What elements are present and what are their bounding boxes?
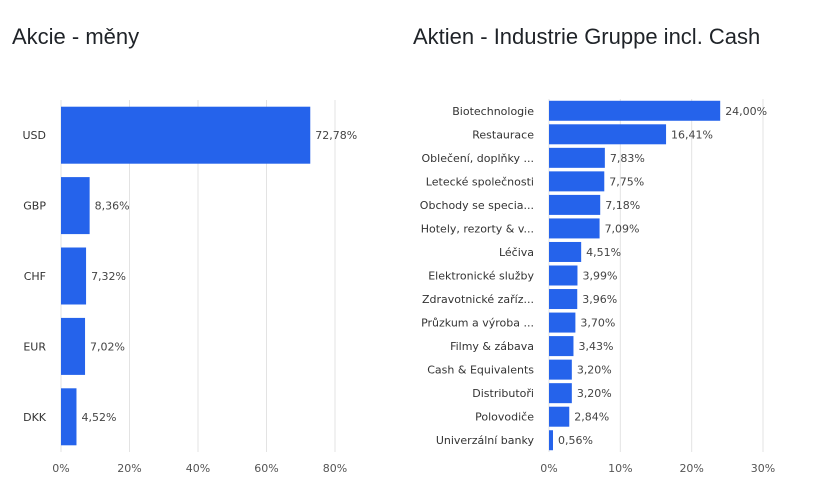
industry-value-label: 3,99% [582,270,617,283]
industry-bar [549,406,570,427]
industry-x-tick-label: 30% [751,462,775,475]
currency-x-tick-label: 20% [117,462,141,475]
currency-x-tick-label: 0% [52,462,69,475]
industry-value-label: 3,20% [577,387,612,400]
currency-category-label: CHF [24,270,46,283]
industry-bar [549,194,601,215]
industry-x-tick-label: 20% [679,462,703,475]
industry-value-label: 3,43% [578,340,613,353]
industry-value-label: 3,70% [580,317,615,330]
industry-bar [549,147,605,168]
industry-value-label: 3,20% [577,364,612,377]
chart-title-industry: Aktien - Industrie Gruppe incl. Cash [413,24,761,49]
industry-bar [549,218,600,239]
currency-value-label: 7,32% [91,270,126,283]
currency-bar [61,317,86,375]
industry-bar [549,124,667,145]
industry-category-label: Elektronické služby [428,270,534,283]
industry-value-label: 0,56% [558,434,593,447]
industry-category-label: Distributoři [472,387,534,400]
currency-value-label: 4,52% [81,411,116,424]
currency-category-label: EUR [23,340,46,353]
industry-category-label: Zdravotnické zaříz... [422,293,534,306]
industry-bar [549,359,572,380]
currency-x-tick-label: 60% [254,462,278,475]
industry-category-label: Průzkum a výroba ... [421,317,534,330]
industry-bar [549,171,605,192]
currency-x-tick-label: 40% [186,462,210,475]
currency-value-label: 8,36% [95,200,130,213]
industry-bar [549,241,582,262]
currency-x-tick-label: 80% [323,462,347,475]
industry-value-label: 4,51% [586,246,621,259]
currency-category-label: GBP [23,200,46,213]
currency-bar [61,247,87,305]
currency-category-label: USD [22,129,46,142]
industry-value-label: 7,18% [605,199,640,212]
industry-x-tick-label: 10% [608,462,632,475]
currency-category-label: DKK [23,411,47,424]
industry-bar [549,265,578,286]
currency-bar [61,177,90,235]
industry-value-label: 24,00% [725,105,767,118]
currency-bar [61,106,311,164]
industry-category-label: Polovodiče [475,411,534,424]
industry-category-label: Restaurace [472,128,534,141]
industry-category-label: Filmy & zábava [450,340,534,353]
industry-x-tick-label: 0% [540,462,557,475]
industry-category-label: Léčiva [499,246,534,259]
industry-category-label: Cash & Equivalents [427,364,534,377]
chart-title-currencies: Akcie - měny [12,24,140,49]
industry-category-label: Hotely, rezorty & v... [421,222,534,235]
industry-bar [549,336,574,357]
currency-bar [61,388,77,446]
industry-value-label: 7,83% [610,152,645,165]
industry-bar [549,383,572,404]
industry-category-label: Biotechnologie [452,105,534,118]
industry-value-label: 7,75% [609,175,644,188]
industry-category-label: Oblečení, doplňky ... [422,152,535,165]
industry-value-label: 7,09% [605,222,640,235]
industry-bar [549,100,721,121]
industry-value-label: 16,41% [671,128,713,141]
currency-value-label: 72,78% [315,129,357,142]
industry-category-label: Univerzální banky [436,434,535,447]
industry-value-label: 2,84% [574,411,609,424]
industry-category-label: Letecké společnosti [426,175,534,188]
industry-bar [549,430,553,451]
industry-bar [549,312,576,333]
industry-value-label: 3,96% [582,293,617,306]
industry-category-label: Obchody se specia... [420,199,534,212]
industry-bar [549,289,578,310]
currency-value-label: 7,02% [90,340,125,353]
